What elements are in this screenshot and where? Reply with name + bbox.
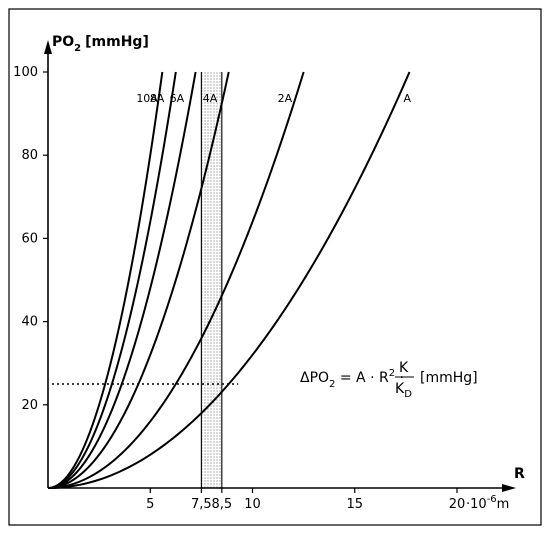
y-tick-label: 40 [21,315,38,330]
series-line [47,71,164,489]
formula: ΔPO2 = A · R2 · K KD [mmHg] [300,360,478,400]
x-axis-arrow-icon [502,484,516,492]
x-axis-title: R [514,466,525,482]
x-tick-label: 8,5 [211,497,232,512]
x-tick-label: 20 [449,497,466,512]
x-tick-label: 15 [346,497,363,512]
series-label: A [404,92,412,105]
y-tick-label: 80 [21,148,38,163]
y-axis-arrow-icon [44,40,52,54]
series-line [47,71,305,489]
x-tick-label: 5 [146,497,154,512]
series-label: 4A [203,92,218,105]
series-label: 6A [170,92,185,105]
series-line [47,71,411,489]
x-unit-label: ·10-6m [466,494,509,512]
shaded-band [201,72,222,488]
series-label: 8A [150,92,165,105]
series-line [47,71,230,489]
series-label: 10A [136,92,158,105]
y-axis-title: PO2 [mmHg] [52,34,149,54]
y-tick-label: 60 [21,231,38,246]
y-tick-label: 100 [13,65,38,80]
x-tick-label: 10 [244,497,261,512]
series-line [47,71,197,489]
series-label: 2A [278,92,293,105]
svg-text:K: K [399,360,409,376]
series-line [47,71,177,489]
x-tick-label: 7,5 [191,497,212,512]
svg-text:[mmHg]: [mmHg] [420,370,478,386]
svg-text:ΔPO2 = A · R2 ·: ΔPO2 = A · R2 · [300,368,404,390]
svg-text:KD: KD [395,381,412,400]
y-tick-label: 20 [21,398,38,413]
figure-frame [8,8,542,526]
